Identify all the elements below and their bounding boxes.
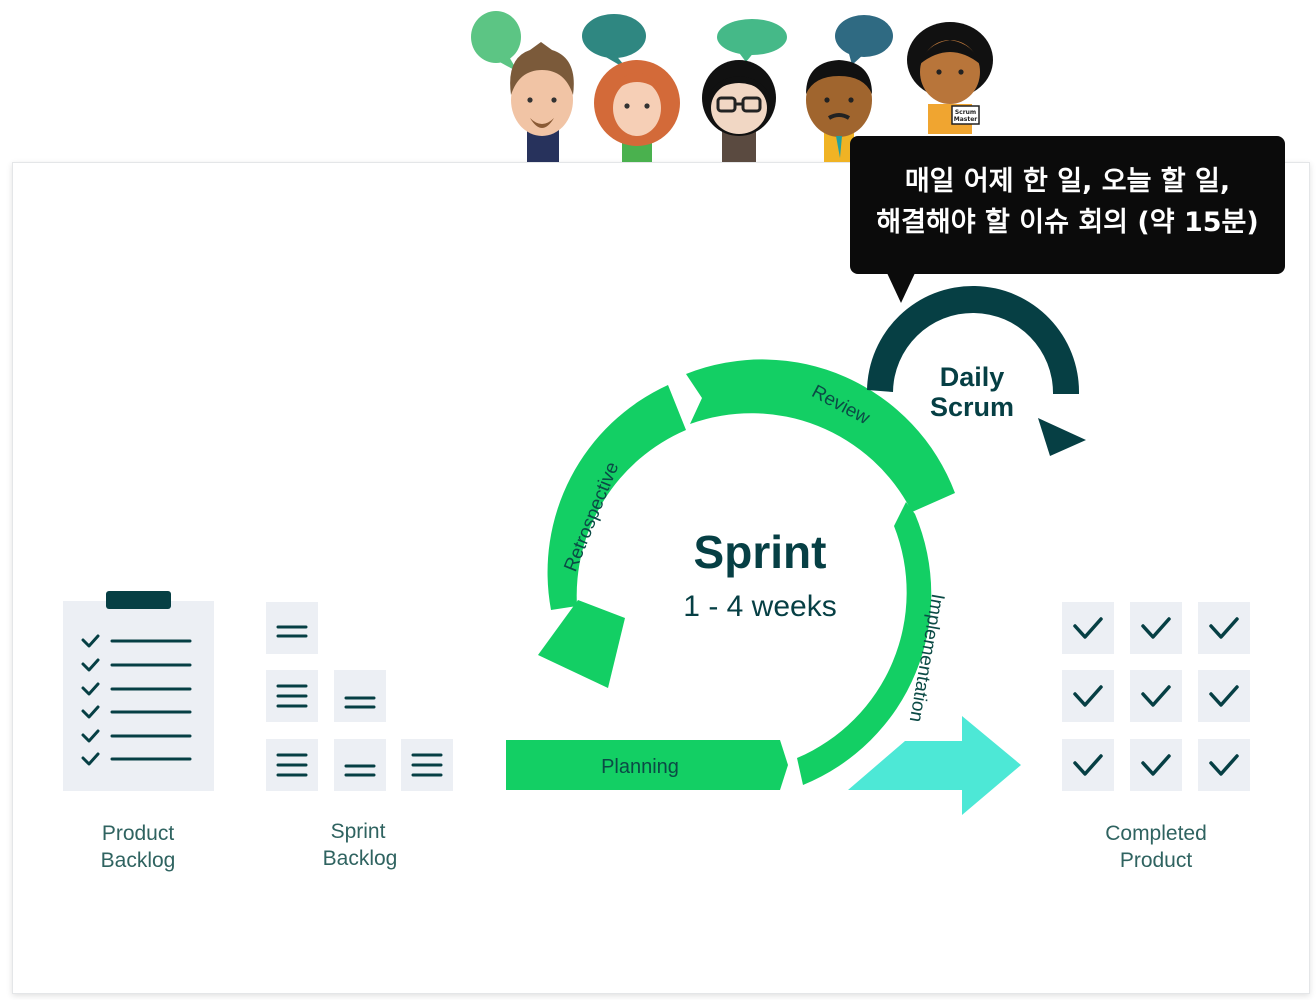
retrospective-arrow-icon (538, 600, 625, 688)
sprint-cycle (506, 359, 955, 790)
tooltip-line2: 해결해야 할 이슈 회의 (약 15분) (876, 207, 1259, 238)
output-arrow-icon (848, 716, 1021, 815)
product-backlog-label: Product Backlog (78, 820, 198, 874)
tooltip-tail (887, 273, 915, 303)
team-member-avatar (806, 60, 872, 162)
sprint-duration: 1 - 4 weeks (683, 590, 836, 623)
completed-product-label-line1: Completed (1105, 822, 1207, 845)
review-segment (686, 359, 955, 512)
scrum-master-badge-line2: Master (954, 116, 978, 123)
product-backlog-icon (63, 591, 214, 791)
planning-label: Planning (601, 756, 679, 778)
team-member-avatar (702, 60, 776, 162)
daily-scrum-line1: Daily (940, 362, 1005, 392)
planning-segment (506, 740, 788, 790)
scrum-master-avatar: Scrum Master (907, 22, 993, 134)
retrospective-segment (547, 385, 686, 610)
diagram-card (12, 162, 1310, 994)
completed-product-icon (1062, 602, 1250, 791)
team-member-avatar (594, 60, 680, 162)
implementation-segment (797, 502, 932, 785)
completed-product-label: Completed Product (1086, 820, 1226, 874)
daily-scrum-line2: Scrum (930, 392, 1014, 422)
daily-scrum-tooltip: 매일 어제 한 일, 오늘 할 일, 해결해야 할 이슈 회의 (약 15분) (850, 136, 1285, 274)
speech-bubble-icon (835, 15, 893, 65)
speech-bubble-icon (717, 19, 787, 62)
sprint-backlog-label-line1: Sprint (330, 820, 386, 843)
sprint-backlog-label-line2: Backlog (322, 847, 398, 870)
product-backlog-label-line2: Backlog (100, 849, 176, 872)
completed-product-label-line2: Product (1119, 849, 1193, 872)
team-characters: Scrum Master (471, 11, 993, 162)
sprint-backlog-icon (266, 602, 453, 791)
scrum-master-badge-line1: Scrum (955, 109, 976, 116)
product-backlog-label-line1: Product (101, 822, 175, 845)
sprint-title: Sprint (694, 526, 827, 578)
tooltip-line1: 매일 어제 한 일, 오늘 할 일, (904, 166, 1231, 197)
sprint-backlog-label: Sprint Backlog (298, 818, 418, 872)
team-member-avatar (510, 42, 574, 162)
daily-scrum-arrow-icon (867, 285, 1086, 456)
speech-bubble-icon (471, 11, 521, 72)
